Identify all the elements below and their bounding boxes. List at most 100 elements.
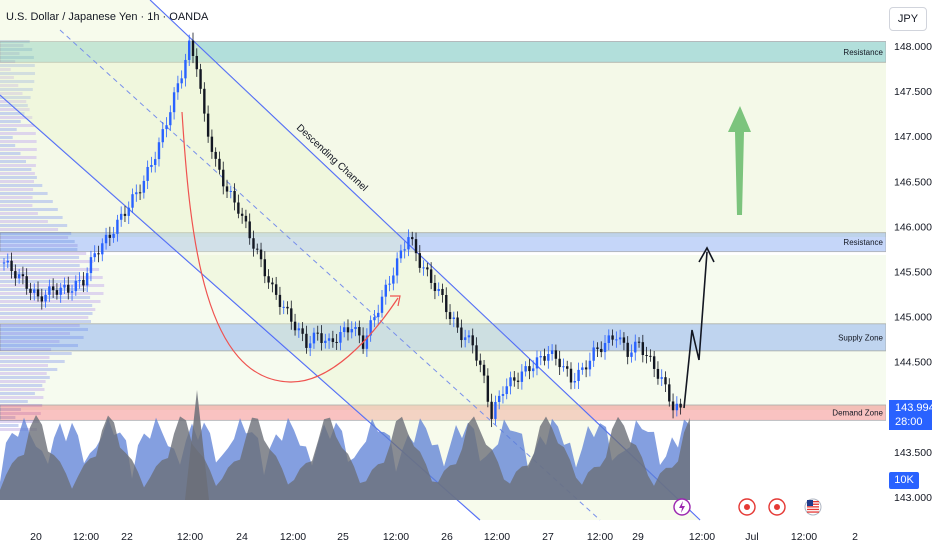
profile-bar: [0, 304, 93, 307]
candle-body: [131, 194, 134, 208]
candle-body: [165, 125, 168, 130]
candle-body: [343, 327, 346, 333]
candle-body: [14, 271, 17, 279]
profile-bar: [0, 380, 46, 383]
profile-bar: [0, 300, 101, 303]
profile-bar: [0, 360, 65, 363]
profile-bar: [0, 240, 75, 243]
profile-bar: [0, 312, 93, 315]
projection-path: [683, 251, 708, 409]
candle-body: [369, 320, 372, 336]
last-price: 143.994: [895, 402, 932, 414]
profile-bar: [0, 368, 58, 371]
candle-body: [547, 353, 550, 361]
profile-bar: [0, 200, 53, 203]
candle-body: [2, 262, 6, 264]
candle-body: [256, 248, 259, 250]
profile-bar: [0, 392, 35, 395]
zone-3: [0, 323, 887, 352]
candle-body: [380, 296, 384, 313]
event-dot-icon[interactable]: [738, 498, 756, 516]
profile-bar: [0, 388, 45, 391]
profile-bar: [0, 252, 87, 255]
candle-body: [135, 192, 138, 195]
candle-body: [422, 267, 425, 269]
us-flag-icon[interactable]: [804, 498, 822, 516]
candle-body: [74, 280, 78, 292]
candle-body: [154, 159, 157, 165]
event-dot-icon[interactable]: [768, 498, 786, 516]
candle-body: [384, 284, 387, 297]
candle-body: [297, 328, 301, 331]
candle-body: [308, 343, 312, 348]
profile-bar: [0, 160, 26, 163]
price-axis-bg: [886, 0, 932, 550]
candle-body: [123, 213, 127, 216]
zone-label: Resistance: [843, 238, 883, 247]
candle-body: [429, 269, 433, 283]
candle-body: [229, 190, 232, 192]
candle-body: [78, 279, 81, 281]
candle-body: [327, 338, 331, 341]
profile-bar: [0, 164, 36, 167]
event-dot-center: [744, 504, 750, 510]
x-tick-label: 24: [236, 531, 248, 543]
candle-body: [305, 333, 308, 348]
profile-bar: [0, 428, 37, 431]
candle-body: [67, 284, 70, 293]
candle-body: [513, 377, 516, 381]
candle-body: [112, 233, 115, 238]
candle-body: [203, 88, 206, 114]
profile-bar: [0, 52, 20, 55]
candle-body: [271, 282, 274, 285]
candle-body: [44, 294, 47, 302]
candle-body: [17, 274, 21, 279]
candle-body: [21, 274, 25, 277]
candle-body: [222, 169, 225, 187]
channel-fill: [0, 0, 700, 520]
symbol-title[interactable]: U.S. Dollar / Japanese Yen · 1h · OANDA: [6, 11, 209, 23]
channel-upper-line[interactable]: [149, 0, 701, 521]
profile-bar: [0, 236, 69, 239]
candle-body: [414, 239, 418, 254]
last-price-label: 143.994 28:00: [889, 400, 932, 430]
profile-bar: [0, 176, 37, 179]
candle-body: [615, 339, 618, 341]
candle-body: [116, 219, 119, 234]
candle-body: [36, 289, 40, 297]
profile-bar: [0, 188, 34, 191]
candle-body: [82, 279, 85, 286]
annotations-layer: [181, 106, 751, 409]
profile-bar: [0, 288, 87, 291]
flag-stripe: [807, 508, 819, 511]
currency-button[interactable]: JPY: [889, 7, 927, 31]
profile-bar: [0, 168, 32, 171]
candle-body: [622, 337, 626, 343]
candle-body: [471, 335, 474, 346]
candle-body: [592, 347, 595, 361]
candle-body: [497, 395, 501, 403]
y-tick-label: 144.500: [894, 357, 932, 369]
curve-arrowhead: [390, 295, 401, 307]
x-tick-label: 22: [121, 531, 133, 543]
y-tick-label: 145.500: [894, 267, 932, 279]
profile-bar: [0, 336, 84, 339]
lightning-icon[interactable]: [673, 498, 691, 516]
candle-body: [225, 186, 229, 192]
profile-bar: [0, 56, 34, 59]
x-tick-label: 29: [632, 531, 644, 543]
profile-bar: [0, 136, 13, 139]
profile-bar: [0, 248, 78, 251]
candle-body: [97, 253, 100, 255]
profile-bar: [0, 76, 14, 79]
candle-body: [29, 288, 32, 293]
profile-bar: [0, 124, 35, 127]
candle-body: [426, 267, 429, 270]
candle-body: [392, 275, 395, 284]
candle-body: [233, 190, 236, 203]
profile-bar: [0, 152, 21, 155]
candle-body: [460, 327, 463, 341]
y-tick-label: 146.500: [894, 176, 932, 188]
